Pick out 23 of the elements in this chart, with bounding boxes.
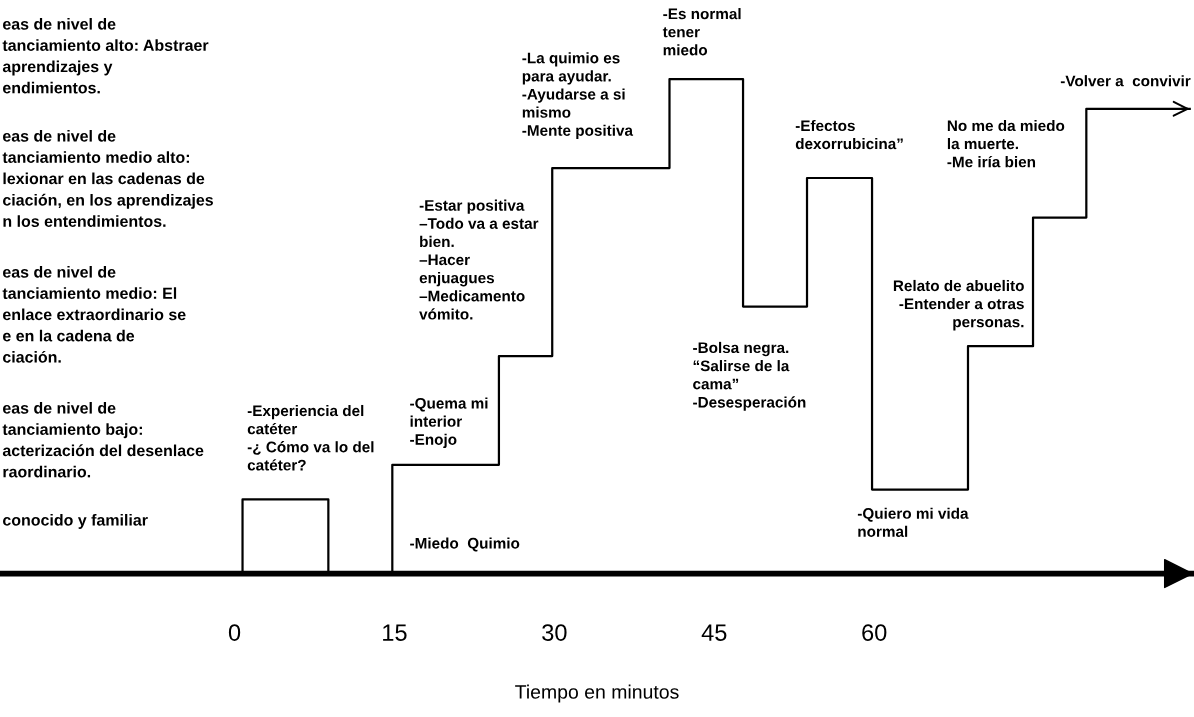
x-tick-label: 30: [542, 624, 567, 641]
annotation: -Estar positiva –Todo va a estar bien. –Hacer enjuagues –Medicamento vómito.: [419, 199, 539, 320]
annotation: -Miedo Quimio: [410, 537, 520, 552]
annotation: eas de nivel de tanciamiento bajo: acterización del desenlace raordinario.: [2, 402, 204, 478]
annotation: -Quema mi interior -Enojo: [410, 397, 488, 448]
x-tick-label: 15: [383, 624, 407, 641]
annotation: eas de nivel de tanciamiento medio: El enlace extraordinario se e en la cadena de ciación.: [2, 266, 186, 363]
x-axis-title: Tiempo en minutos: [515, 684, 679, 703]
annotation: -Volver a convivir: [1060, 75, 1191, 87]
annotation: -Efectos dexorrubicina”: [795, 119, 903, 150]
annotation: -Bolsa negra. “Salirse de la cama” -Desesperación: [693, 341, 806, 411]
annotation: -Quiero mi vida normal: [857, 507, 969, 537]
text: -Es normal tener miedo: [662, 8, 741, 56]
annotation: -La quimio es para ayudar. -Ayudarse a si mismo -Mente positiva: [522, 52, 634, 139]
annotation: -Experiencia del catéter -¿ Cómo va lo del catéter?: [247, 404, 374, 471]
annotation: eas de nivel de tanciamiento alto: Abstraer aprendizajes y endimientos.: [2, 18, 209, 94]
annotation: Relato de abuelito -Entender a otras personas.: [893, 279, 1024, 331]
x-tick-label: 0: [228, 624, 241, 641]
annotation: eas de nivel de tanciamiento medio alto: lexionar en las cadenas de ciación, en los aprendizajes n los entendimientos.: [2, 130, 213, 227]
x-tick-label: 60: [862, 624, 887, 641]
x-tick-label: 45: [701, 624, 727, 641]
annotation: conocido y familiar: [3, 514, 148, 529]
annotation: No me da miedo la muerte. -Me iría bien: [947, 119, 1065, 168]
